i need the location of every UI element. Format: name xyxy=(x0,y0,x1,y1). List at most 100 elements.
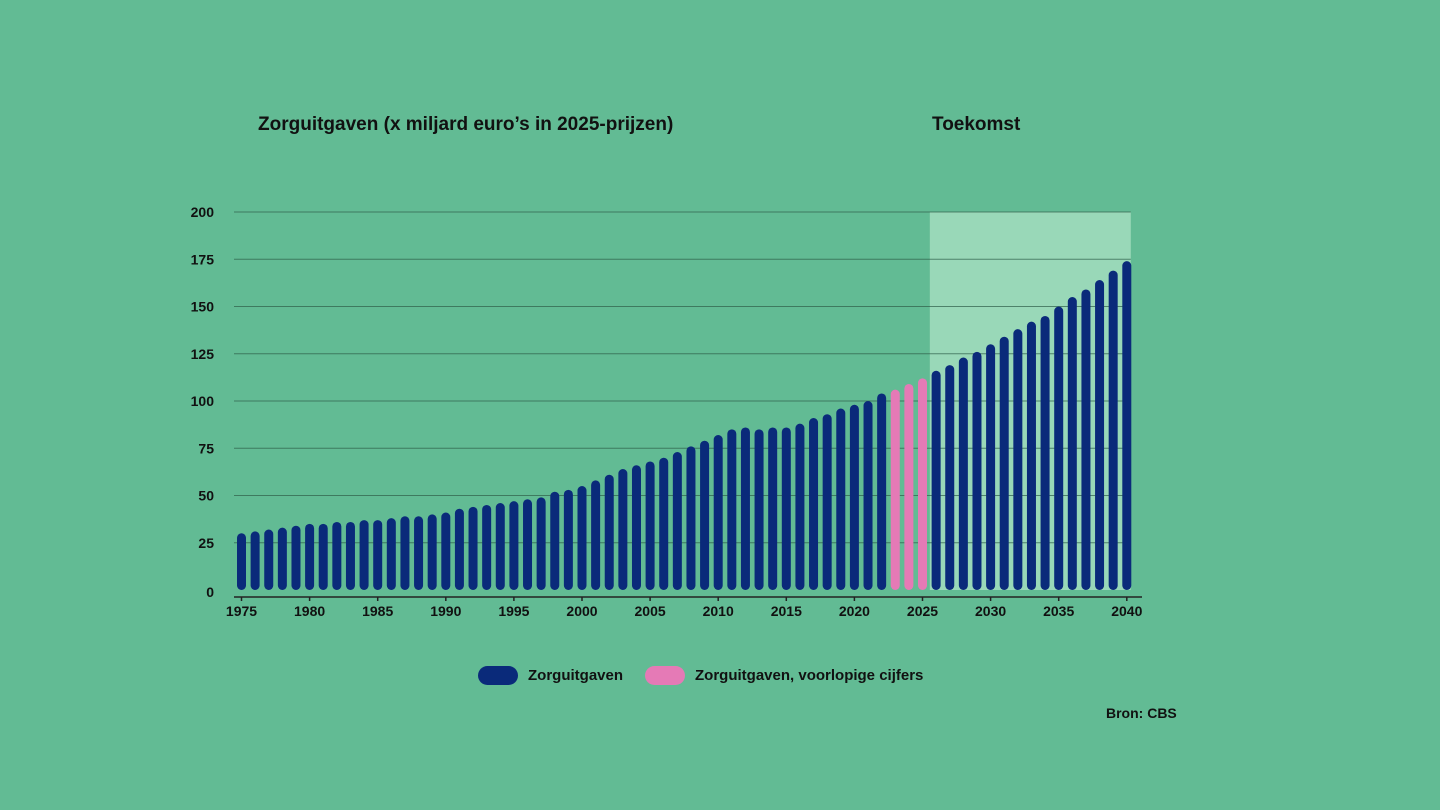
bar-1999 xyxy=(563,489,573,590)
x-tick-label-2020: 2020 xyxy=(839,603,870,619)
bar-2038 xyxy=(1095,280,1105,590)
bar-2015 xyxy=(781,427,791,590)
y-tick-label-75: 75 xyxy=(198,440,214,456)
x-tick-label-1990: 1990 xyxy=(430,603,461,619)
bar-2001 xyxy=(591,480,601,590)
bar-2012 xyxy=(740,427,750,590)
bar-1981 xyxy=(318,523,328,590)
bar-2016 xyxy=(795,423,805,590)
bar-2014 xyxy=(768,427,778,590)
chart-title: Zorguitgaven (x miljard euro’s in 2025-p… xyxy=(258,114,674,135)
bar-1991 xyxy=(454,508,464,590)
bar-1993 xyxy=(482,504,492,590)
bar-2003 xyxy=(618,469,628,590)
bar-2037 xyxy=(1081,289,1091,590)
bar-2035 xyxy=(1054,306,1064,590)
bar-1975 xyxy=(237,533,246,590)
x-tick-label-2030: 2030 xyxy=(975,603,1006,619)
bar-1994 xyxy=(495,503,505,590)
bar-2000 xyxy=(577,486,587,590)
x-tick-label-2040: 2040 xyxy=(1111,603,1142,619)
bar-2030 xyxy=(986,344,996,590)
bar-1983 xyxy=(345,521,355,590)
bar-2002 xyxy=(604,474,614,590)
bar-1987 xyxy=(400,516,410,590)
x-tick-label-1985: 1985 xyxy=(362,603,393,619)
y-tick-label-100: 100 xyxy=(191,393,215,409)
legend-item-actual: Zorguitgaven xyxy=(478,666,623,685)
bar-1979 xyxy=(291,525,301,590)
x-tick-label-2010: 2010 xyxy=(703,603,734,619)
bar-1986 xyxy=(386,518,396,590)
bar-1990 xyxy=(441,512,451,590)
bar-1978 xyxy=(277,527,287,590)
bar-2007 xyxy=(672,452,682,590)
bar-2005 xyxy=(645,461,655,590)
bar-2018 xyxy=(822,414,832,590)
bar-1989 xyxy=(427,514,437,590)
bar-2004 xyxy=(631,465,641,590)
bar-2033 xyxy=(1026,321,1036,590)
bar-2008 xyxy=(686,446,696,590)
bar-1984 xyxy=(359,520,369,590)
bar-2034 xyxy=(1040,315,1050,590)
y-tick-label-25: 25 xyxy=(198,535,214,551)
bar-1985 xyxy=(373,520,383,590)
bar-provisional-2025 xyxy=(918,378,927,590)
bar-provisional-2024 xyxy=(904,383,914,590)
y-tick-label-125: 125 xyxy=(191,346,215,362)
y-tick-label-200: 200 xyxy=(191,204,215,220)
bar-2029 xyxy=(972,351,982,590)
x-tick-label-1980: 1980 xyxy=(294,603,325,619)
bar-2019 xyxy=(836,408,846,590)
bar-1988 xyxy=(414,516,424,590)
bar-2026 xyxy=(931,370,941,590)
bar-1992 xyxy=(468,506,478,590)
bar-2013 xyxy=(754,429,764,590)
legend-label-provisional: Zorguitgaven, voorlopige cijfers xyxy=(695,667,924,684)
x-tick-label-1975: 1975 xyxy=(226,603,257,619)
bar-2031 xyxy=(999,336,1009,590)
bar-2020 xyxy=(849,404,859,590)
bar-2039 xyxy=(1108,270,1118,590)
legend-swatch-provisional xyxy=(645,666,686,685)
bar-2022 xyxy=(877,393,887,590)
bar-provisional-2023 xyxy=(890,389,900,590)
bar-2021 xyxy=(863,401,873,590)
bar-2017 xyxy=(809,418,819,590)
y-tick-label-50: 50 xyxy=(198,488,214,504)
y-tick-label-150: 150 xyxy=(191,299,215,315)
bar-1976 xyxy=(250,531,260,590)
x-tick-label-2000: 2000 xyxy=(566,603,597,619)
future-label: Toekomst xyxy=(932,114,1021,135)
bar-2028 xyxy=(958,357,968,590)
bar-2036 xyxy=(1067,297,1077,590)
bar-1997 xyxy=(536,497,546,590)
bar-2010 xyxy=(713,435,723,590)
x-tick-label-2015: 2015 xyxy=(771,603,802,619)
bar-1996 xyxy=(523,499,533,590)
x-tick-label-2035: 2035 xyxy=(1043,603,1074,619)
legend-swatch-actual xyxy=(478,666,518,685)
bar-1982 xyxy=(332,521,342,590)
bar-1995 xyxy=(509,501,519,590)
y-tick-label-175: 175 xyxy=(191,251,215,267)
bar-2009 xyxy=(700,440,710,590)
x-tick-label-2025: 2025 xyxy=(907,603,938,619)
legend-item-provisional: Zorguitgaven, voorlopige cijfers xyxy=(645,666,923,685)
bar-1980 xyxy=(305,523,315,590)
source-note: Bron: CBS xyxy=(1106,705,1177,721)
bar-2032 xyxy=(1013,329,1023,590)
y-tick-label-0: 0 xyxy=(206,584,214,600)
bar-1977 xyxy=(264,529,274,590)
bar-2040 xyxy=(1122,261,1132,590)
bar-2006 xyxy=(659,457,669,590)
bar-2027 xyxy=(945,365,955,590)
bar-2011 xyxy=(727,429,737,590)
legend: Zorguitgaven Zorguitgaven, voorlopige ci… xyxy=(478,666,923,685)
x-tick-label-2005: 2005 xyxy=(635,603,666,619)
bar-1998 xyxy=(550,491,560,590)
legend-label-actual: Zorguitgaven xyxy=(528,667,624,684)
x-tick-label-1995: 1995 xyxy=(498,603,529,619)
